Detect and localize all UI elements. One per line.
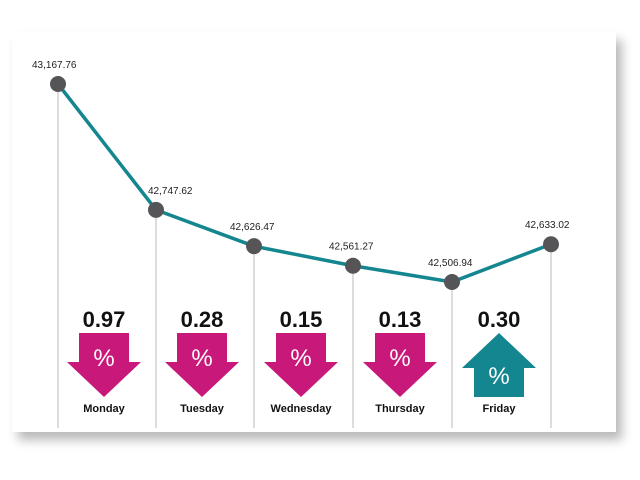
down-arrow-icon-0 [67,333,141,397]
pct-change-value-1: 0.28 [181,307,224,332]
data-point-1 [148,201,164,218]
data-point-3 [345,257,361,274]
percent-sign-0: % [93,345,114,372]
value-label-0: 43,167.76 [32,60,77,71]
down-arrow-icon-3 [363,333,437,397]
data-point-5 [543,236,559,253]
percent-sign-4: % [488,363,509,390]
value-label-3: 42,561.27 [329,242,374,253]
down-arrow-icon-1 [165,333,239,397]
percent-sign-2: % [290,345,311,372]
data-point-0 [50,76,66,92]
pct-change-value-4: 0.30 [478,307,521,332]
day-label-3: Thursday [375,403,425,415]
data-point-4 [444,274,460,290]
value-label-1: 42,747.62 [148,186,193,197]
data-point-2 [246,238,262,255]
percent-sign-3: % [389,345,410,372]
up-arrow-icon-4 [462,333,536,397]
value-label-2: 42,626.47 [230,222,275,233]
pct-change-value-0: 0.97 [83,307,126,332]
series-line [56,82,553,284]
value-label-4: 42,506.94 [428,258,473,269]
day-label-1: Tuesday [180,403,225,415]
down-arrow-icon-2 [264,333,338,397]
day-label-0: Monday [83,403,125,415]
pct-change-value-2: 0.15 [280,307,323,332]
percent-sign-1: % [191,345,212,372]
value-label-5: 42,633.02 [525,220,570,231]
day-label-2: Wednesday [271,403,333,415]
pct-change-value-3: 0.13 [379,307,422,332]
day-label-4: Friday [482,403,516,415]
